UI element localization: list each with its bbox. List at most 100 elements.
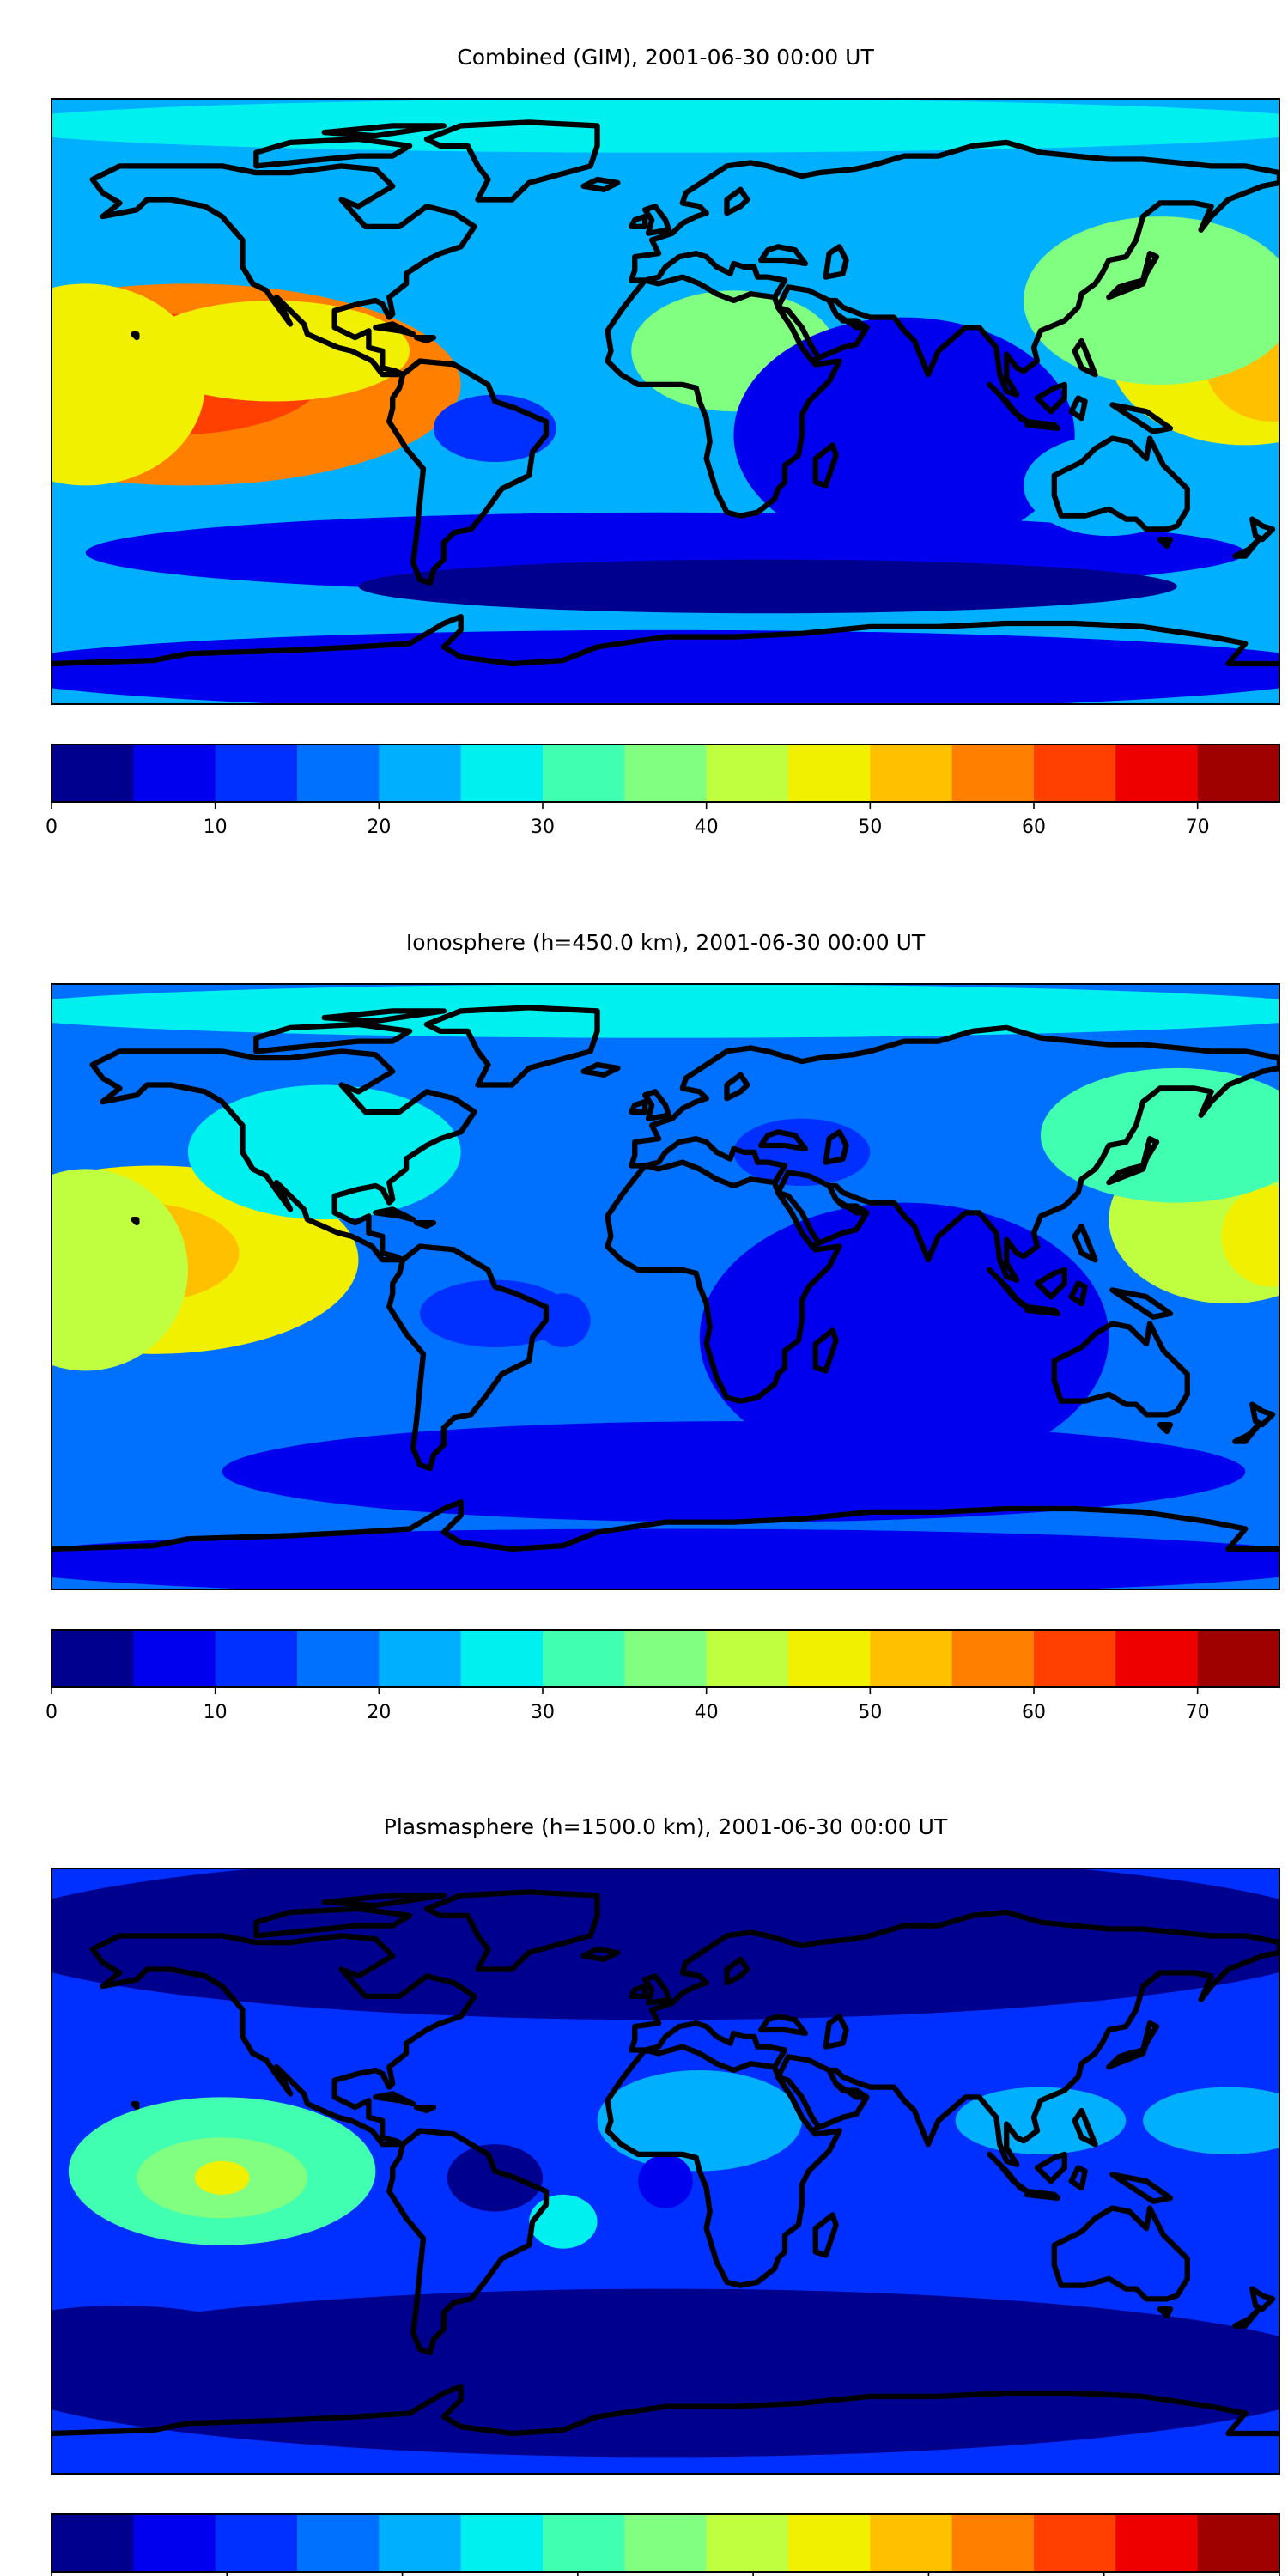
colorbar-tick-label: 0 [46, 817, 58, 838]
tec-map [52, 1868, 1279, 2474]
panel-title: Plasmasphere (h=1500.0 km), 2001-06-30 0… [384, 1814, 948, 1839]
colorbar-tick-label: 0 [46, 1702, 58, 1723]
colorbar-segment [379, 1630, 462, 1687]
tec-contour-region [597, 2070, 802, 2172]
colorbar: 0 10 20 30 40 50 60 70 [46, 744, 1280, 838]
colorbar-tick-label: 50 [858, 1702, 882, 1723]
colorbar-segment [1034, 2514, 1116, 2572]
map-frame [51, 98, 1280, 705]
colorbar-tick-label: 10 [204, 817, 228, 838]
colorbar-tick-label: 40 [695, 1702, 719, 1723]
colorbar-tick-label: 20 [367, 817, 391, 838]
colorbar-segment [460, 1630, 544, 1687]
colorbar-segment [1115, 1630, 1199, 1687]
colorbar-segment [379, 2514, 462, 2572]
tec-contour-region [137, 301, 410, 402]
colorbar-segment [215, 744, 298, 802]
colorbar-segment [788, 2514, 871, 2572]
colorbar-segment [624, 2514, 708, 2572]
tec-map [52, 984, 1279, 1589]
colorbar-segment [297, 1630, 380, 1687]
map-panel-1: Combined (GIM), 2001-06-30 00:00 UT 0 10 20… [46, 45, 1280, 838]
panel-title: Ionosphere (h=450.0 km), 2001-06-30 00:0… [406, 930, 926, 955]
colorbar-segment [706, 744, 789, 802]
colorbar-segment [951, 2514, 1035, 2572]
colorbar-tick-label: 10 [204, 1702, 228, 1723]
colorbar-segment [1197, 744, 1280, 802]
colorbar-frame [51, 2513, 1280, 2573]
colorbar-tick-label: 70 [1186, 1702, 1210, 1723]
tec-contour-region [52, 99, 1279, 153]
map-frame [51, 1868, 1280, 2475]
colorbar-segment [1115, 744, 1199, 802]
colorbar-tick-label: 40 [695, 817, 719, 838]
tec-contour-region [1024, 434, 1194, 537]
tec-contour-region [420, 1279, 570, 1348]
colorbar-segment [706, 1630, 789, 1687]
colorbar-segment [951, 1630, 1035, 1687]
tec-contour-region [52, 1528, 1279, 1589]
tec-contour-region [1040, 1067, 1279, 1203]
colorbar-tick-label: 50 [858, 817, 882, 838]
colorbar-segment [133, 2514, 216, 2572]
colorbar-segment [951, 744, 1035, 802]
colorbar-tick-label: 60 [1022, 1702, 1046, 1723]
panel-title: Combined (GIM), 2001-06-30 00:00 UT [457, 45, 874, 70]
colorbar-segment [1115, 2514, 1199, 2572]
colorbar-segment [788, 1630, 871, 1687]
tec-contour-region [194, 2160, 250, 2195]
colorbar-frame [51, 744, 1280, 803]
colorbar-segment [543, 2514, 625, 2572]
tec-contour-region [358, 559, 1177, 614]
colorbar-tick-label: 30 [531, 817, 555, 838]
tec-contour-region [222, 1421, 1246, 1522]
tec-contour-region [52, 2306, 257, 2373]
colorbar: 05101520253035 [51, 2513, 1280, 2576]
colorbar-segment [460, 744, 544, 802]
colorbar-segment [379, 744, 462, 802]
tec-contour-region [447, 2144, 544, 2212]
colorbar-segment [52, 744, 134, 802]
colorbar-segment [788, 744, 871, 802]
tec-map [52, 99, 1279, 704]
tec-contour-region [52, 1169, 188, 1371]
colorbar-segment [543, 744, 625, 802]
tec-contour-region [324, 182, 598, 318]
colorbar-tick-label: 60 [1022, 817, 1046, 838]
colorbar-tick-label: 20 [367, 1702, 391, 1723]
colorbar-segment [1034, 744, 1116, 802]
colorbar-tick-label: 70 [1186, 817, 1210, 838]
colorbar-segment [215, 1630, 298, 1687]
map-frame [51, 983, 1280, 1590]
tec-contour-region [733, 317, 1075, 553]
colorbar-segment [297, 2514, 380, 2572]
tec-contour-region [536, 1293, 591, 1347]
colorbar-segment [1034, 1630, 1116, 1687]
colorbar-segment [133, 1630, 216, 1687]
colorbar-segment [52, 1630, 134, 1687]
colorbar-tick-label: 30 [531, 1702, 555, 1723]
colorbar-segment [543, 1630, 625, 1687]
tec-contour-region [433, 394, 556, 462]
tec-contour-region [1143, 2087, 1279, 2154]
colorbar-segment [297, 744, 380, 802]
tec-contour-region [638, 2154, 693, 2208]
tec-contour-region [529, 2194, 598, 2249]
colorbar-segment [460, 2514, 544, 2572]
colorbar-segment [215, 2514, 298, 2572]
colorbar-segment [1197, 1630, 1280, 1687]
map-panel-3: Plasmasphere (h=1500.0 km), 2001-06-30 0… [51, 1814, 1280, 2576]
colorbar-segment [133, 744, 216, 802]
colorbar-segment [870, 1630, 953, 1687]
colorbar-segment [624, 744, 708, 802]
map-panel-2: Ionosphere (h=450.0 km), 2001-06-30 00:0… [46, 930, 1280, 1723]
colorbar-segment [1197, 2514, 1280, 2572]
colorbar-segment [870, 744, 953, 802]
colorbar-segment [52, 2514, 134, 2572]
colorbar: 0 10 20 30 40 50 60 70 [46, 1629, 1280, 1723]
colorbar-frame [51, 1629, 1280, 1688]
tec-contour-region [52, 984, 1279, 1038]
colorbar-segment [706, 2514, 789, 2572]
tec-contour-region [1221, 1186, 1279, 1287]
